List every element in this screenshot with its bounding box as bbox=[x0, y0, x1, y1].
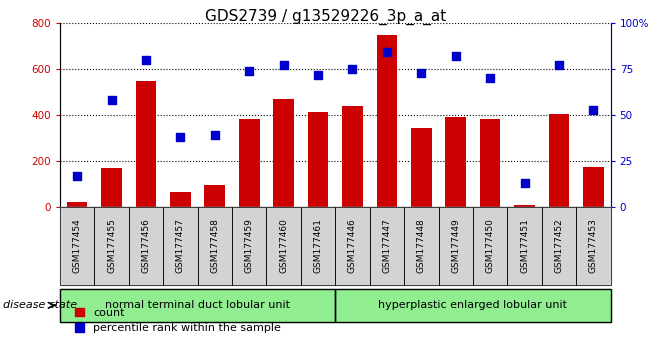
Point bbox=[106, 97, 117, 103]
Point bbox=[175, 134, 186, 140]
Bar bbox=[67, 202, 87, 207]
Bar bbox=[480, 119, 501, 207]
Text: GSM177454: GSM177454 bbox=[73, 219, 81, 273]
Bar bbox=[101, 168, 122, 207]
Bar bbox=[135, 80, 156, 207]
Point bbox=[381, 50, 392, 55]
Point bbox=[554, 63, 564, 68]
Text: GSM177457: GSM177457 bbox=[176, 218, 185, 274]
Point bbox=[485, 75, 495, 81]
Point bbox=[72, 173, 82, 179]
Bar bbox=[445, 118, 466, 207]
Bar bbox=[376, 34, 397, 207]
Bar bbox=[514, 205, 535, 207]
Text: GDS2739 / g13529226_3p_a_at: GDS2739 / g13529226_3p_a_at bbox=[205, 9, 446, 25]
Bar bbox=[170, 192, 191, 207]
Text: normal terminal duct lobular unit: normal terminal duct lobular unit bbox=[105, 300, 290, 310]
Bar bbox=[308, 112, 328, 207]
Legend: count, percentile rank within the sample: count, percentile rank within the sample bbox=[71, 303, 285, 338]
Text: GSM177459: GSM177459 bbox=[245, 218, 254, 274]
Text: GSM177448: GSM177448 bbox=[417, 219, 426, 273]
Bar bbox=[204, 185, 225, 207]
Point bbox=[244, 68, 255, 74]
Point bbox=[589, 107, 599, 112]
Bar bbox=[549, 114, 570, 207]
Text: GSM177447: GSM177447 bbox=[382, 219, 391, 273]
Bar bbox=[411, 128, 432, 207]
Point bbox=[210, 132, 220, 138]
Text: GSM177456: GSM177456 bbox=[141, 218, 150, 274]
Point bbox=[450, 53, 461, 59]
Text: GSM177451: GSM177451 bbox=[520, 218, 529, 274]
Text: GSM177453: GSM177453 bbox=[589, 218, 598, 274]
Point bbox=[519, 180, 530, 186]
Text: GSM177460: GSM177460 bbox=[279, 218, 288, 274]
Text: GSM177449: GSM177449 bbox=[451, 219, 460, 273]
Text: disease state: disease state bbox=[3, 300, 77, 310]
Point bbox=[416, 70, 426, 75]
Text: GSM177446: GSM177446 bbox=[348, 219, 357, 273]
Point bbox=[347, 66, 357, 72]
Text: GSM177455: GSM177455 bbox=[107, 218, 116, 274]
Text: GSM177450: GSM177450 bbox=[486, 218, 495, 274]
Point bbox=[313, 72, 324, 78]
Point bbox=[141, 57, 151, 63]
Text: GSM177461: GSM177461 bbox=[314, 218, 322, 274]
Bar bbox=[342, 106, 363, 207]
Text: GSM177452: GSM177452 bbox=[555, 219, 564, 273]
Bar bbox=[583, 167, 603, 207]
Bar bbox=[273, 99, 294, 207]
Bar bbox=[239, 119, 260, 207]
Point bbox=[279, 63, 289, 68]
Text: hyperplastic enlarged lobular unit: hyperplastic enlarged lobular unit bbox=[378, 300, 568, 310]
Text: GSM177458: GSM177458 bbox=[210, 218, 219, 274]
